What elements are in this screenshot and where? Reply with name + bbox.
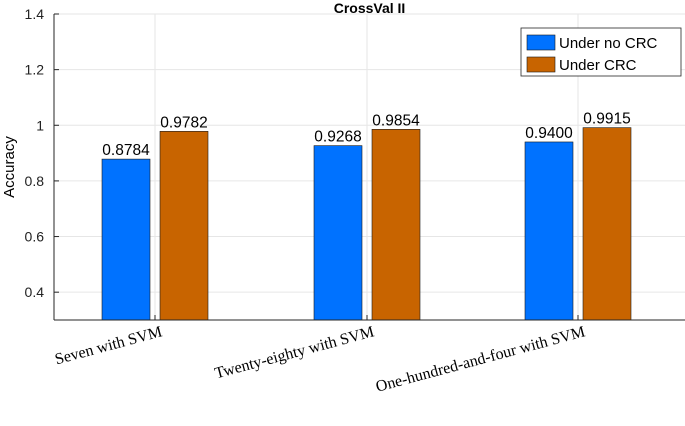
bar-no-crc	[101, 158, 151, 321]
bar-crc	[371, 129, 421, 321]
legend-label: Under no CRC	[559, 35, 658, 52]
data-label: 0.9854	[372, 112, 420, 129]
y-tick-label: 1	[36, 117, 44, 133]
y-axis-label: Accuracy	[1, 136, 18, 198]
data-label: 0.8784	[102, 142, 150, 159]
legend: Under no CRC Under CRC	[520, 27, 682, 77]
legend-label: Under CRC	[559, 57, 637, 74]
data-label: 0.9400	[525, 125, 573, 142]
y-tick-label: 0.8	[25, 173, 45, 189]
bars	[101, 127, 632, 321]
data-label: 0.9915	[583, 111, 630, 128]
data-labels: 0.8784 0.9268 0.9400 0.9782 0.9854 0.9915	[102, 111, 630, 159]
bar-no-crc	[524, 141, 574, 321]
y-tick-labels: 0.4 0.6 0.8 1 1.2 1.4	[25, 6, 59, 300]
y-tick-label: 1.4	[25, 6, 45, 22]
grid-lines	[54, 13, 685, 320]
legend-swatch	[526, 34, 556, 51]
y-tick-label: 1.2	[25, 62, 45, 78]
y-tick-label: 0.6	[25, 229, 45, 245]
bar-crc	[159, 131, 209, 321]
x-tick-label: Twenty-eighty with SVM	[213, 323, 376, 382]
x-tick-labels: Seven with SVM Twenty-eighty with SVMOne-…	[53, 315, 587, 396]
x-tick-label: One-hundred-and-four with SVM	[374, 323, 587, 395]
axes	[53, 14, 685, 321]
x-tick-label: Seven with SVM	[53, 323, 164, 368]
y-tick-label: 0.4	[25, 284, 45, 300]
chart-title: CrossVal II	[334, 0, 406, 16]
legend-swatch	[526, 56, 556, 73]
data-label: 0.9268	[314, 129, 361, 146]
bar-no-crc	[313, 145, 363, 321]
data-label: 0.9782	[160, 114, 207, 131]
bar-crc	[582, 127, 632, 321]
